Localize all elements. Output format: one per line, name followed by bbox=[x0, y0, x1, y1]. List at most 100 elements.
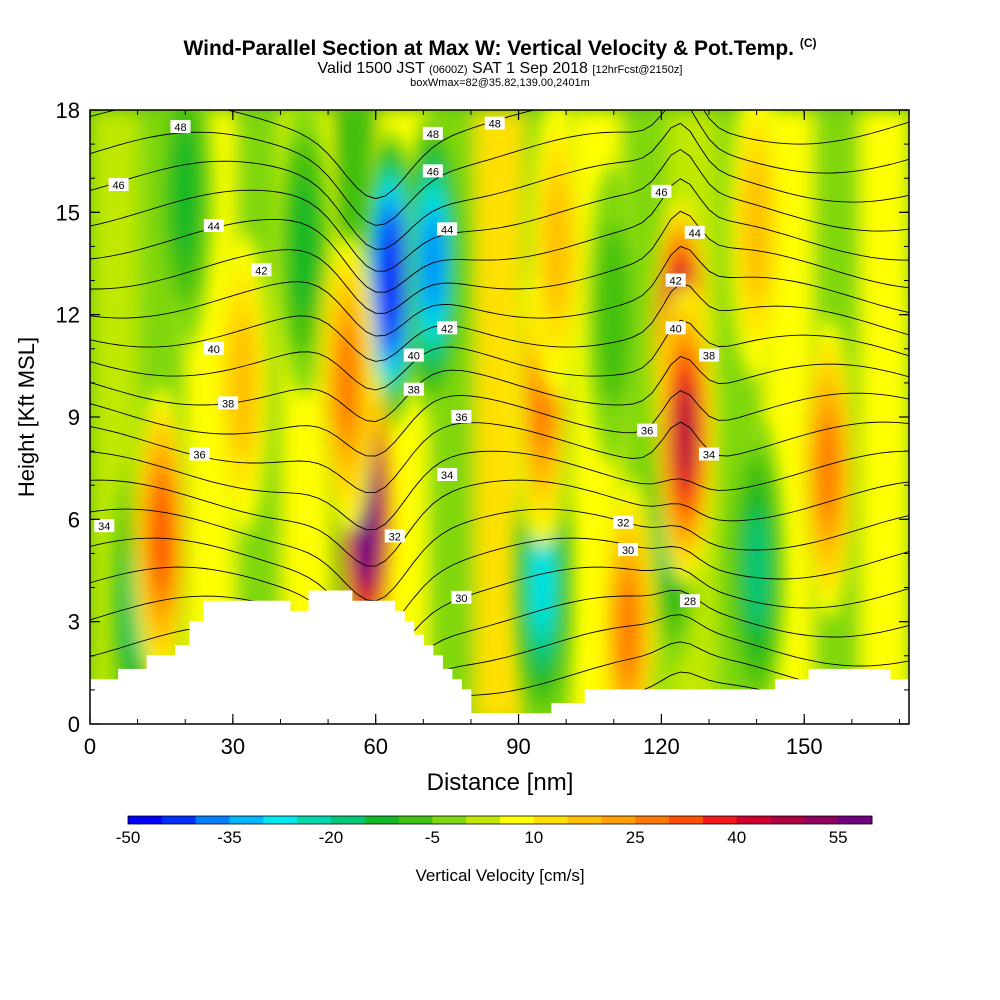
velocity-cells bbox=[109, 110, 857, 724]
isentrope-label: 28 bbox=[679, 594, 700, 608]
isentrope-label-text: 40 bbox=[670, 323, 682, 335]
isentrope-label: 46 bbox=[108, 178, 129, 192]
box-info: boxWmax=82@35.82,139.00,2401m bbox=[410, 77, 590, 89]
colorbar-tick-label: -20 bbox=[319, 828, 344, 847]
y-tick-label: 6 bbox=[68, 507, 80, 532]
isentrope-label-text: 46 bbox=[112, 180, 124, 192]
plot-area: 48 48 48 46 46 46 44 44 44 42 42 42 40 40 40 38 38 38 36 36… bbox=[90, 110, 909, 724]
valid-time: Valid 1500 JST bbox=[317, 60, 425, 77]
isentrope-line bbox=[90, 566, 909, 663]
isentrope-label: 36 bbox=[189, 447, 210, 462]
isentrope-line bbox=[90, 122, 909, 250]
isentrope-label-bg bbox=[437, 467, 458, 481]
isentrope-label-text: 34 bbox=[703, 450, 715, 462]
y-tick-label: 3 bbox=[68, 610, 80, 635]
colorbar-swatch bbox=[330, 816, 366, 824]
colorbar-frame bbox=[127, 815, 873, 825]
isentrope-label-bg bbox=[484, 116, 505, 130]
colorbar-label: Vertical Velocity [cm/s] bbox=[415, 866, 584, 885]
colorbar-tick-label: 55 bbox=[829, 828, 848, 847]
downdraft-cell bbox=[290, 176, 318, 317]
colorbar-swatch bbox=[736, 816, 772, 824]
isentrope-label-text: 28 bbox=[684, 596, 696, 608]
terrain bbox=[90, 590, 909, 724]
isentrope-label-bg bbox=[679, 594, 700, 608]
isentrope-label-text: 30 bbox=[622, 545, 634, 557]
isentrope-label-bg bbox=[437, 222, 458, 236]
isentrope-label-text: 44 bbox=[208, 221, 220, 233]
colorbar-swatch bbox=[432, 816, 467, 824]
isentrope-label: 48 bbox=[484, 116, 505, 131]
isentrope-line bbox=[90, 421, 909, 494]
isentrope-label-bg bbox=[203, 218, 224, 232]
downdraft-cell bbox=[382, 240, 398, 321]
isentrope-label-bg bbox=[189, 447, 210, 461]
isentrope-label-text: 48 bbox=[489, 119, 501, 131]
isentrope-label: 36 bbox=[637, 423, 658, 438]
isentrope-label-text: 32 bbox=[617, 518, 629, 530]
colorbar-swatch bbox=[263, 816, 298, 824]
chart-subtitle: Valid 1500 JST (0600Z) SAT 1 Sep 2018 [1… bbox=[0, 60, 1000, 78]
colorbar-swatch bbox=[601, 816, 636, 824]
isentrope-label: 44 bbox=[203, 218, 224, 233]
isentrope-line bbox=[90, 479, 909, 567]
updraft-cell bbox=[543, 176, 570, 317]
chart-title: Wind-Parallel Section at Max W: Vertical… bbox=[0, 36, 1000, 61]
isentrope-label-bg bbox=[618, 543, 639, 557]
updraft-cell bbox=[617, 574, 639, 683]
isentrope-label-bg bbox=[203, 341, 224, 355]
y-axis-label: Height [Kft MSL] bbox=[14, 337, 39, 497]
colorbar-tick-label: 25 bbox=[626, 828, 645, 847]
isentrope-line bbox=[90, 390, 909, 457]
isentrope-label-bg bbox=[422, 126, 443, 140]
x-axis-label: Distance [nm] bbox=[427, 769, 574, 796]
y-tick-label: 18 bbox=[56, 98, 80, 123]
colorbar-tick-label: -35 bbox=[217, 828, 242, 847]
downdraft-cell bbox=[745, 510, 769, 631]
valid-date: SAT 1 Sep 2018 bbox=[472, 60, 588, 77]
isentrope-label-text: 36 bbox=[193, 450, 205, 462]
isentrope-label: 34 bbox=[699, 447, 720, 462]
colorbar-swatch bbox=[161, 816, 197, 824]
isentrope-line bbox=[90, 282, 909, 362]
isentrope-line bbox=[90, 537, 909, 634]
forecast-info: [12hrFcst@2150z] bbox=[592, 64, 683, 76]
isentrope-label: 38 bbox=[403, 382, 424, 397]
colorbar-swatch bbox=[838, 816, 873, 824]
isentrope-label-bg bbox=[699, 348, 720, 362]
isentrope-line bbox=[90, 508, 909, 602]
isentrope-label-text: 42 bbox=[255, 265, 267, 277]
isentrope-label-bg bbox=[251, 263, 272, 277]
isentrope-label-bg bbox=[684, 225, 705, 239]
terrain-mask bbox=[90, 590, 909, 724]
isentrope-line bbox=[90, 245, 909, 337]
isentrope-label: 42 bbox=[665, 273, 686, 288]
updraft-cell bbox=[743, 159, 770, 300]
colorbar-swatch bbox=[567, 816, 602, 824]
colorbar-swatch bbox=[702, 816, 738, 824]
colorbar-swatch bbox=[297, 816, 332, 824]
colorbar: -50 -35 -20 -5 10 25 40 55 bbox=[116, 815, 873, 847]
isentrope-line bbox=[90, 110, 909, 226]
isentrope-label: 42 bbox=[437, 321, 458, 335]
isentrope-label-text: 44 bbox=[441, 224, 453, 236]
isentrope-label: 36 bbox=[451, 410, 472, 424]
isentrope-label: 38 bbox=[699, 348, 720, 363]
colorbar-tick-label: 40 bbox=[727, 828, 746, 847]
updraft-cell bbox=[229, 312, 256, 453]
isentrope-label-bg bbox=[170, 120, 191, 134]
x-tick-label: 0 bbox=[84, 734, 96, 759]
isentrope-label: 32 bbox=[613, 515, 634, 530]
x-tick-label: 30 bbox=[221, 734, 245, 759]
isentrope-label: 30 bbox=[451, 590, 472, 605]
isentrope-label: 34 bbox=[94, 519, 115, 533]
isentrope-label: 48 bbox=[170, 120, 191, 134]
isentrope-label-bg bbox=[665, 273, 686, 287]
isentrope-label-text: 42 bbox=[670, 276, 682, 288]
isentrope-label-bg bbox=[651, 184, 672, 198]
isentrope-line bbox=[90, 210, 909, 314]
x-tick-label: 60 bbox=[363, 734, 387, 759]
x-tick-label: 90 bbox=[506, 734, 530, 759]
x-tick-label: 120 bbox=[643, 734, 680, 759]
isentrope-label: 30 bbox=[618, 543, 639, 557]
